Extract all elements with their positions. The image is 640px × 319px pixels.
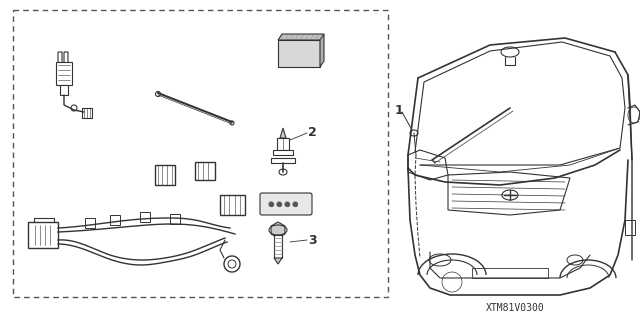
Polygon shape: [271, 222, 285, 238]
Polygon shape: [448, 172, 570, 215]
Text: 3: 3: [308, 234, 317, 247]
Polygon shape: [280, 128, 286, 138]
Polygon shape: [277, 138, 289, 150]
Polygon shape: [58, 68, 62, 81]
Text: 2: 2: [308, 127, 317, 139]
Polygon shape: [64, 68, 68, 81]
Polygon shape: [274, 258, 282, 264]
Polygon shape: [56, 62, 72, 85]
Polygon shape: [274, 235, 282, 258]
Polygon shape: [110, 215, 120, 225]
Polygon shape: [195, 162, 215, 180]
Polygon shape: [273, 150, 293, 155]
Polygon shape: [278, 34, 324, 40]
Polygon shape: [320, 34, 324, 67]
Polygon shape: [408, 150, 448, 180]
Polygon shape: [140, 212, 150, 222]
Polygon shape: [64, 52, 68, 65]
Polygon shape: [85, 218, 95, 228]
Polygon shape: [60, 85, 68, 95]
FancyBboxPatch shape: [260, 193, 312, 215]
Polygon shape: [28, 222, 58, 248]
Polygon shape: [271, 158, 295, 163]
Text: 1: 1: [395, 103, 404, 116]
Polygon shape: [625, 220, 635, 235]
Polygon shape: [82, 108, 92, 118]
Polygon shape: [220, 195, 245, 215]
Polygon shape: [472, 268, 548, 278]
Polygon shape: [170, 214, 180, 224]
Bar: [13, 10, 388, 297]
Polygon shape: [278, 40, 320, 67]
Text: XTM81V0300: XTM81V0300: [486, 303, 545, 313]
Polygon shape: [58, 52, 62, 65]
Polygon shape: [155, 165, 175, 185]
